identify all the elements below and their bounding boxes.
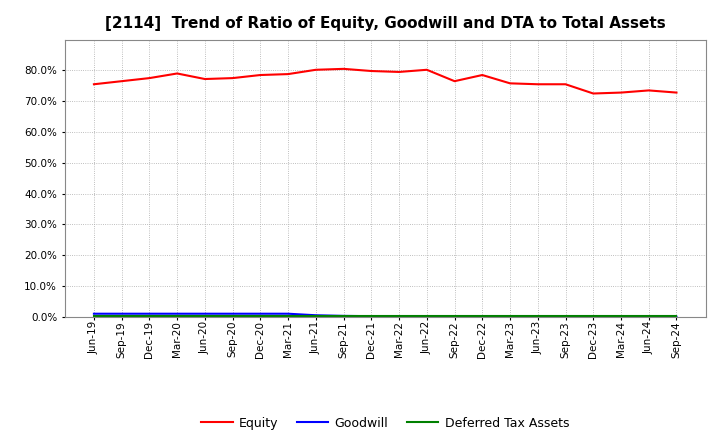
Deferred Tax Assets bbox=[312, 314, 320, 319]
Goodwill bbox=[395, 314, 403, 319]
Equity bbox=[145, 75, 154, 81]
Equity bbox=[672, 90, 681, 95]
Deferred Tax Assets bbox=[145, 314, 154, 319]
Equity bbox=[284, 71, 292, 77]
Goodwill bbox=[505, 314, 514, 319]
Goodwill bbox=[450, 314, 459, 319]
Equity bbox=[339, 66, 348, 71]
Equity bbox=[228, 75, 237, 81]
Deferred Tax Assets bbox=[505, 314, 514, 319]
Goodwill bbox=[89, 311, 98, 316]
Deferred Tax Assets bbox=[672, 314, 681, 319]
Equity bbox=[561, 81, 570, 87]
Deferred Tax Assets bbox=[173, 314, 181, 319]
Goodwill bbox=[228, 311, 237, 316]
Title: [2114]  Trend of Ratio of Equity, Goodwill and DTA to Total Assets: [2114] Trend of Ratio of Equity, Goodwil… bbox=[105, 16, 665, 32]
Deferred Tax Assets bbox=[478, 314, 487, 319]
Equity bbox=[201, 77, 210, 82]
Goodwill bbox=[145, 311, 154, 316]
Deferred Tax Assets bbox=[616, 314, 625, 319]
Equity bbox=[644, 88, 653, 93]
Goodwill bbox=[616, 314, 625, 319]
Deferred Tax Assets bbox=[367, 314, 376, 319]
Deferred Tax Assets bbox=[561, 314, 570, 319]
Equity bbox=[534, 81, 542, 87]
Goodwill bbox=[589, 314, 598, 319]
Equity bbox=[423, 67, 431, 73]
Equity bbox=[312, 67, 320, 73]
Equity bbox=[505, 81, 514, 86]
Equity bbox=[256, 72, 265, 77]
Deferred Tax Assets bbox=[117, 314, 126, 319]
Deferred Tax Assets bbox=[534, 314, 542, 319]
Goodwill bbox=[367, 314, 376, 319]
Deferred Tax Assets bbox=[395, 314, 403, 319]
Deferred Tax Assets bbox=[644, 314, 653, 319]
Equity bbox=[173, 71, 181, 76]
Deferred Tax Assets bbox=[228, 314, 237, 319]
Deferred Tax Assets bbox=[423, 314, 431, 319]
Equity bbox=[616, 90, 625, 95]
Equity bbox=[117, 78, 126, 84]
Deferred Tax Assets bbox=[589, 314, 598, 319]
Goodwill bbox=[534, 314, 542, 319]
Equity bbox=[478, 72, 487, 77]
Goodwill bbox=[478, 314, 487, 319]
Deferred Tax Assets bbox=[450, 314, 459, 319]
Equity bbox=[450, 78, 459, 84]
Deferred Tax Assets bbox=[201, 314, 210, 319]
Goodwill bbox=[423, 314, 431, 319]
Line: Equity: Equity bbox=[94, 69, 677, 93]
Deferred Tax Assets bbox=[284, 314, 292, 319]
Goodwill bbox=[256, 311, 265, 316]
Goodwill bbox=[644, 314, 653, 319]
Goodwill bbox=[201, 311, 210, 316]
Equity bbox=[395, 69, 403, 74]
Deferred Tax Assets bbox=[89, 314, 98, 319]
Goodwill bbox=[173, 311, 181, 316]
Goodwill bbox=[672, 314, 681, 319]
Goodwill bbox=[312, 312, 320, 318]
Goodwill bbox=[561, 314, 570, 319]
Equity bbox=[589, 91, 598, 96]
Deferred Tax Assets bbox=[339, 314, 348, 319]
Legend: Equity, Goodwill, Deferred Tax Assets: Equity, Goodwill, Deferred Tax Assets bbox=[197, 412, 574, 435]
Goodwill bbox=[339, 313, 348, 319]
Deferred Tax Assets bbox=[256, 314, 265, 319]
Goodwill bbox=[117, 311, 126, 316]
Goodwill bbox=[284, 311, 292, 316]
Line: Goodwill: Goodwill bbox=[94, 314, 677, 317]
Equity bbox=[367, 68, 376, 73]
Equity bbox=[89, 81, 98, 87]
